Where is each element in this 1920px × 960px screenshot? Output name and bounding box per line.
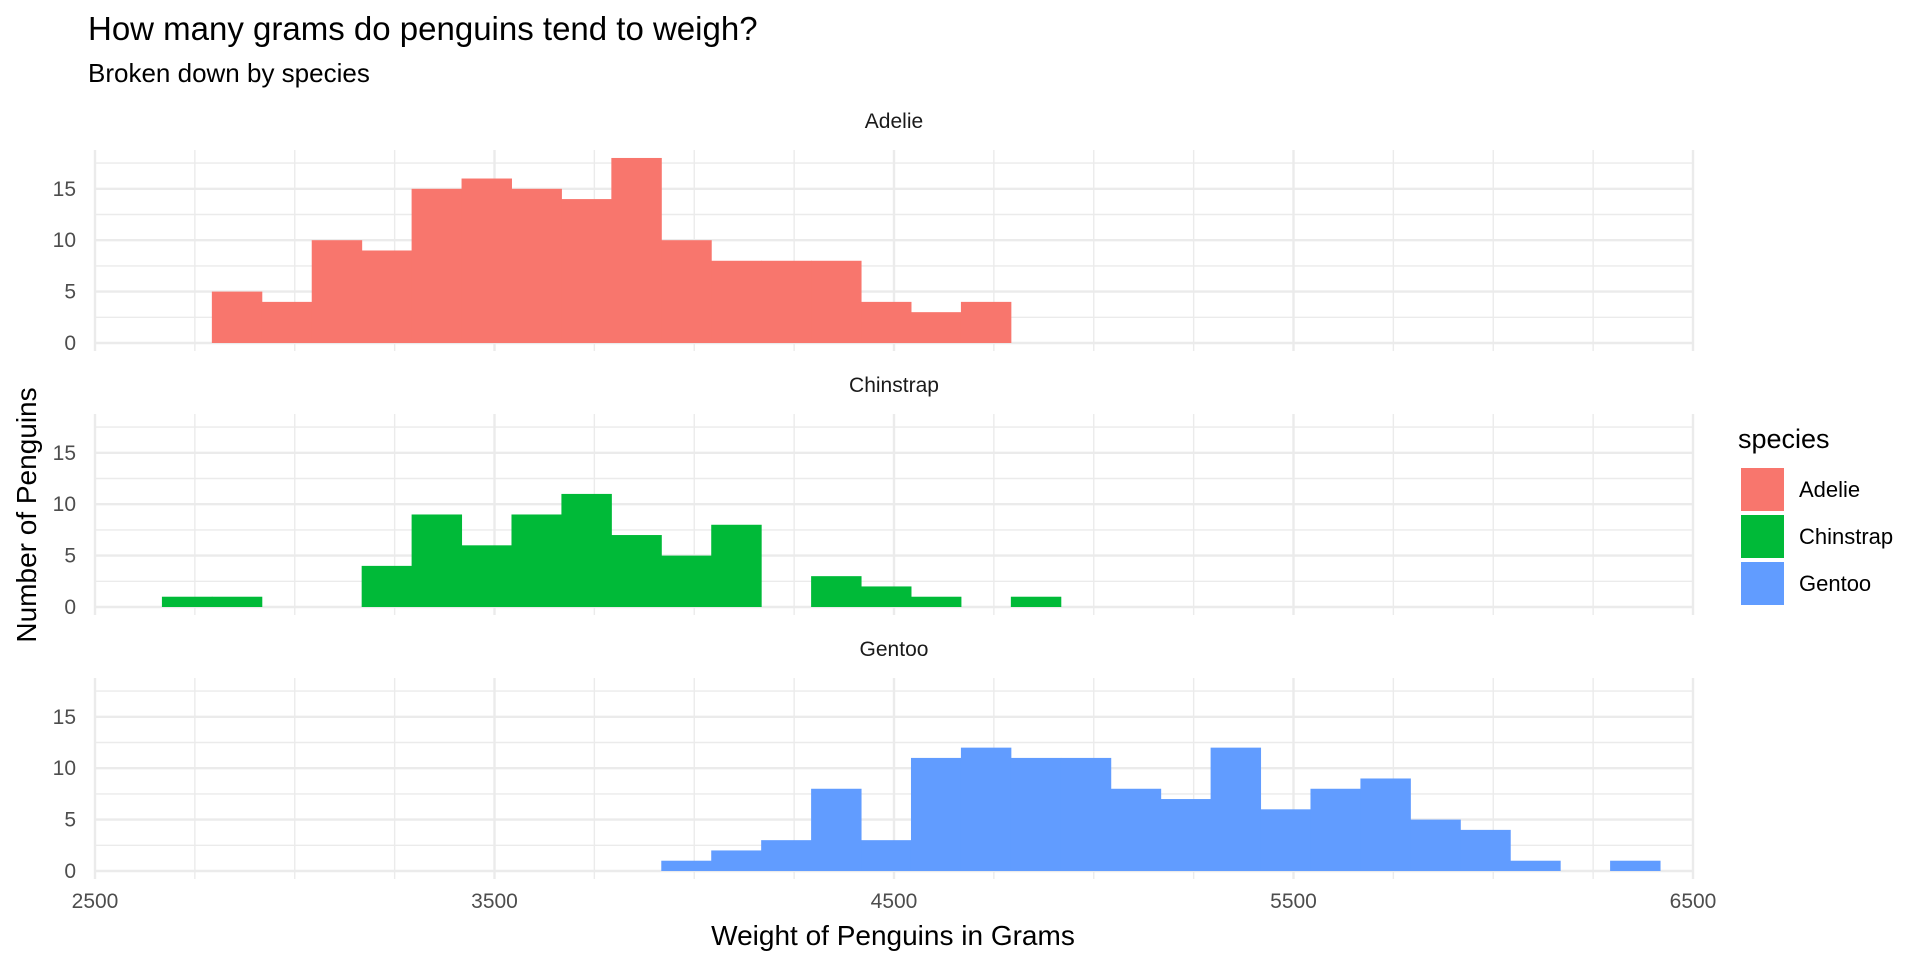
histogram-bar <box>511 188 562 343</box>
legend-label-adelie: Adelie <box>1799 477 1860 502</box>
histogram-bar <box>711 260 762 343</box>
y-tick-label: 5 <box>64 809 76 832</box>
legend-swatch-gentoo <box>1741 562 1784 605</box>
histogram-bar <box>561 493 612 607</box>
legend: species Adelie Chinstrap Gentoo <box>1738 424 1893 605</box>
histogram-bar <box>1260 809 1311 871</box>
histogram-bar <box>761 260 812 343</box>
histogram-bar <box>1410 819 1461 871</box>
x-axis: 2500 3500 4500 5500 6500 <box>72 890 1717 913</box>
legend-label-gentoo: Gentoo <box>1799 571 1871 596</box>
histogram-bar <box>861 301 912 343</box>
legend-swatch-adelie <box>1741 468 1784 511</box>
y-tick-label: 5 <box>64 281 76 304</box>
facet-panel-adelie: Adelie 0 5 10 15 <box>53 110 1695 355</box>
histogram-bar <box>861 840 912 871</box>
legend-title: species <box>1738 424 1830 454</box>
histogram-bar <box>261 301 313 343</box>
y-tick-label: 10 <box>53 229 76 252</box>
histogram-bar <box>461 178 512 343</box>
histogram-bar <box>561 199 612 343</box>
histogram-bar <box>811 260 862 343</box>
histogram-bar <box>811 576 862 607</box>
y-tick-label: 5 <box>64 545 76 568</box>
histogram-bar <box>1060 757 1112 871</box>
histogram-bar <box>661 555 712 607</box>
facet-strip-label: Adelie <box>865 110 923 133</box>
histogram-bar <box>161 596 213 607</box>
histogram-bar <box>611 157 662 343</box>
histogram-bar <box>711 850 762 871</box>
legend-swatch-chinstrap <box>1741 515 1784 558</box>
facet-panel-gentoo: Gentoo 0 5 10 15 <box>53 638 1695 883</box>
histogram-bar <box>811 788 862 871</box>
histogram-bar <box>861 586 912 607</box>
histogram-bar <box>211 291 263 343</box>
facet-panel-chinstrap: Chinstrap 0 5 10 15 <box>53 374 1695 619</box>
y-tick-label: 15 <box>53 442 76 465</box>
histogram-bar <box>361 565 413 607</box>
histogram-bar <box>910 596 962 607</box>
y-tick-label: 15 <box>53 178 76 201</box>
histogram-bar <box>411 514 463 607</box>
histogram-bar <box>1460 829 1511 871</box>
legend-label-chinstrap: Chinstrap <box>1799 524 1893 549</box>
chart-subtitle: Broken down by species <box>88 58 370 88</box>
x-tick-label: 6500 <box>1670 890 1717 913</box>
histogram-bar <box>910 312 962 343</box>
histogram-bar <box>1010 596 1062 607</box>
histogram-bar <box>511 514 562 607</box>
y-tick-label: 0 <box>64 596 76 619</box>
histogram-bar <box>761 840 812 871</box>
facet-strip-label: Chinstrap <box>849 374 939 397</box>
y-tick-label: 0 <box>64 332 76 355</box>
histogram-bar <box>661 860 712 871</box>
x-tick-label: 5500 <box>1270 890 1317 913</box>
histogram-bar <box>361 250 413 343</box>
x-axis-title: Weight of Penguins in Grams <box>711 920 1075 951</box>
y-tick-label: 15 <box>53 706 76 729</box>
facet-panels: Adelie 0 5 10 15 Chinstrap 0 5 10 15 Gentoo 0 5 10 15 <box>53 110 1695 883</box>
histogram-bar <box>1110 788 1162 871</box>
histogram-bar <box>711 524 762 607</box>
x-tick-label: 3500 <box>471 890 518 913</box>
histogram-bar <box>1210 747 1262 871</box>
histogram-bar <box>960 747 1012 871</box>
histogram-bar <box>411 188 463 343</box>
histogram-bar <box>1610 860 1661 871</box>
histogram-bar <box>611 535 662 607</box>
histogram-bar <box>311 240 363 343</box>
chart-title: How many grams do penguins tend to weigh… <box>88 10 758 47</box>
histogram-bar <box>461 545 512 607</box>
histogram-bar <box>661 240 712 343</box>
histogram-bar <box>1360 778 1411 871</box>
y-tick-label: 10 <box>53 757 76 780</box>
y-tick-label: 10 <box>53 493 76 516</box>
x-tick-label: 4500 <box>871 890 918 913</box>
facet-strip-label: Gentoo <box>860 638 929 661</box>
histogram-bar <box>1310 788 1361 871</box>
y-tick-label: 0 <box>64 860 76 883</box>
histogram-bar <box>910 757 962 871</box>
histogram-bar <box>1510 860 1561 871</box>
x-tick-label: 2500 <box>72 890 119 913</box>
histogram-bar <box>960 301 1012 343</box>
histogram-bar <box>1010 757 1062 871</box>
histogram-bar <box>211 596 263 607</box>
histogram-bar <box>1160 799 1212 871</box>
y-axis-title: Number of Penguins <box>11 387 42 642</box>
